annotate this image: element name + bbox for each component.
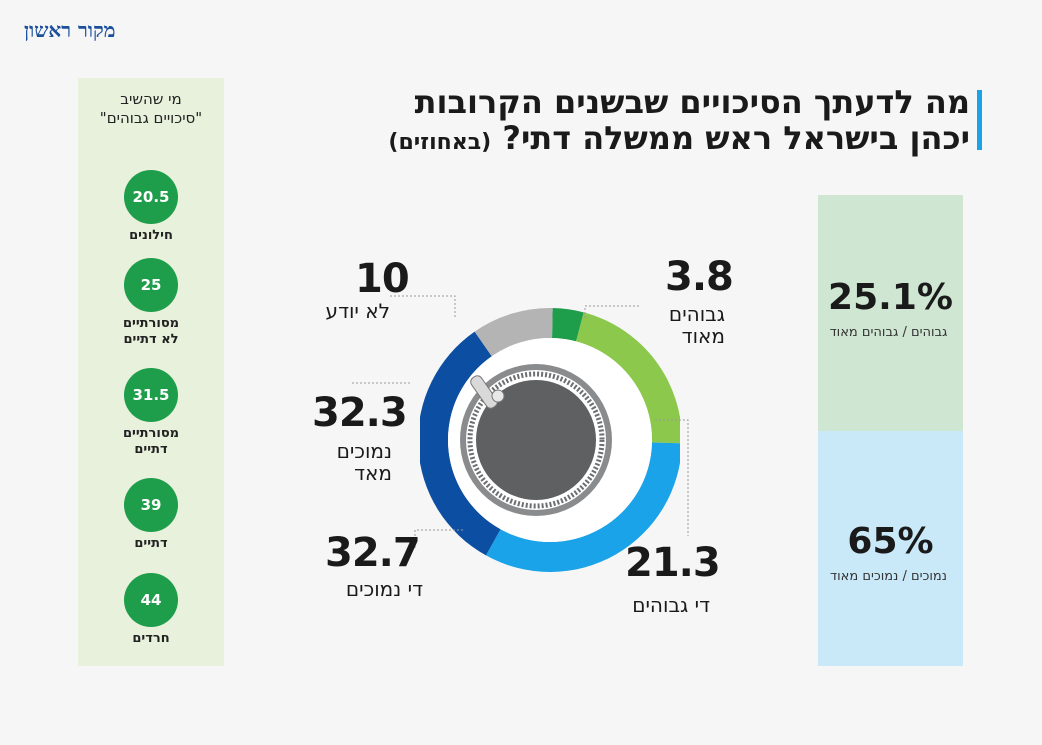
slice-value-label: 21.3: [625, 540, 721, 586]
summary-low-label: נמוכים / נמוכים מאוד: [830, 569, 947, 584]
slice-category-label: גבוהים מאוד: [640, 303, 725, 347]
group-item: 44 חרדים: [78, 573, 224, 647]
summary-high-label: גבוהים / גבוהים מאוד: [829, 325, 948, 340]
group-label: מסורתיים דתיים: [78, 426, 224, 458]
title-accent-bar: [977, 90, 982, 150]
group-item: 31.5 מסורתיים דתיים: [78, 368, 224, 458]
group-value-circle: 31.5: [124, 368, 178, 422]
left-heading-line-1: מי שהשיב: [120, 90, 182, 108]
brand-logo[interactable]: מקור ראשון: [24, 18, 116, 42]
donut-slice: [552, 308, 584, 342]
group-label-line-2: לא דתיים: [123, 332, 179, 347]
slice-category-label: די גבוהים: [632, 593, 710, 617]
donut-slice: [485, 442, 680, 572]
title-line-2: יכהן בישראל ראש ממשלה דתי? (באחוזים): [310, 120, 970, 161]
summary-high-panel: 25.1% גבוהים / גבוהים מאוד: [818, 195, 963, 431]
left-heading-line-2: "סיכויים גבוהים": [99, 109, 203, 127]
group-value-circle: 44: [124, 573, 178, 627]
title-line-2-text: יכהן בישראל ראש ממשלה דתי?: [502, 119, 970, 157]
left-panel: מי שהשיב "סיכויים גבוהים" 20.5 חילונים 2…: [78, 78, 224, 666]
slice-category-line-1: גבוהים: [668, 302, 725, 326]
group-item: 25 מסורתיים לא דתיים: [78, 258, 224, 348]
group-label-line-1: מסורתיים: [122, 426, 180, 441]
dial-pointer-icon: [470, 375, 505, 409]
group-value-circle: 20.5: [124, 170, 178, 224]
summary-high-value: 25.1%: [828, 277, 953, 318]
donut-chart: [420, 308, 680, 572]
slice-value-label: 10: [355, 256, 410, 302]
slice-category-line-1: נמוכים: [336, 439, 392, 463]
dial-knob: [476, 380, 596, 500]
group-value-circle: 39: [124, 478, 178, 532]
group-label: דתיים: [134, 536, 168, 551]
group-label: חרדים: [132, 631, 170, 646]
chart-title: מה לדעתך הסיכויים שבשנים הקרובות יכהן בי…: [310, 84, 970, 161]
summary-low-value: 65%: [847, 521, 934, 562]
title-note: (באחוזים): [388, 130, 492, 155]
slice-category-line-2: מאד: [354, 461, 392, 485]
donut-slice: [420, 331, 501, 556]
group-label: מסורתיים לא דתיים: [78, 316, 224, 348]
donut-slice: [474, 308, 553, 357]
slice-value-label: 32.7: [325, 530, 421, 576]
donut-slices: [420, 308, 680, 572]
group-item: 39 דתיים: [78, 478, 224, 552]
slice-value-label: 3.8: [665, 254, 734, 300]
slice-category-line-2: מאוד: [681, 324, 725, 348]
slice-value-label: 32.3: [312, 390, 408, 436]
slice-category-label: נמוכים מאד: [300, 440, 392, 484]
donut-slice: [576, 312, 680, 444]
group-label-line-1: מסורתיים: [122, 316, 180, 331]
group-label-line-2: דתיים: [134, 442, 168, 457]
slice-category-label: לא יודע: [325, 299, 390, 323]
group-item: 20.5 חילונים: [78, 170, 224, 244]
slice-category-label: די נמוכים: [345, 577, 423, 601]
summary-low-panel: 65% נמוכים / נמוכים מאוד: [818, 431, 963, 666]
title-line-1: מה לדעתך הסיכויים שבשנים הקרובות: [414, 83, 970, 121]
group-label: חילונים: [129, 228, 173, 243]
left-panel-heading: מי שהשיב "סיכויים גבוהים": [78, 90, 224, 128]
group-value-circle: 25: [124, 258, 178, 312]
dial-knurl: [467, 371, 605, 509]
